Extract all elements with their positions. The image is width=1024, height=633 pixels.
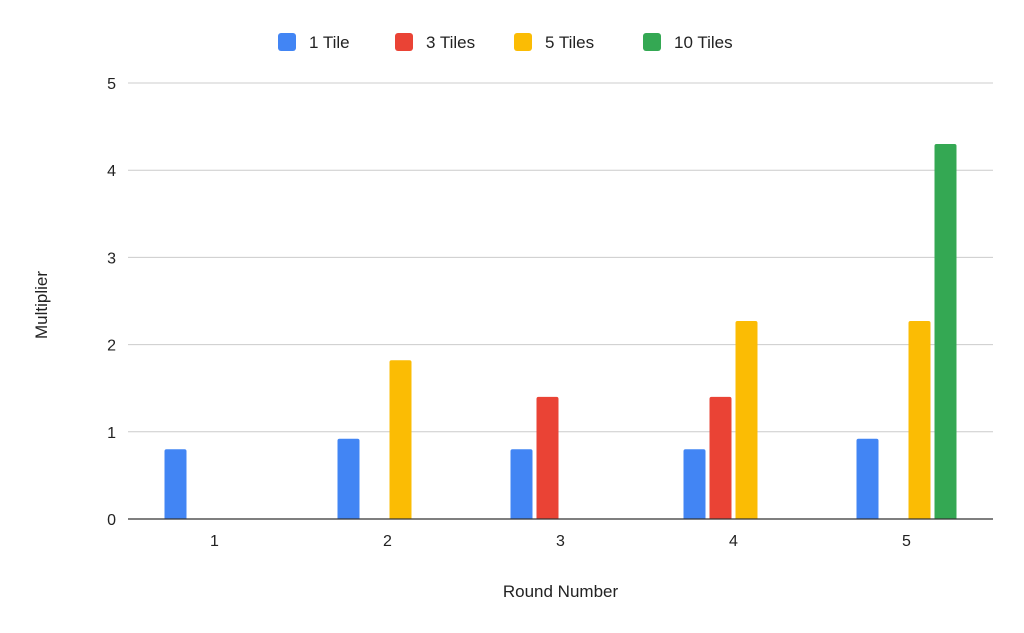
x-axis-title: Round Number [503,582,619,601]
x-axis-ticks: 1 2 3 4 5 [210,533,911,550]
legend-label: 3 Tiles [426,33,475,52]
bar-10-tiles-round-5 [934,144,957,520]
bar-3-tiles-round-3 [536,396,559,519]
legend-swatch [643,33,661,51]
legend-swatch [395,33,413,51]
y-axis-ticks: 0 1 2 3 4 5 [107,76,116,529]
legend-item-1-tile: 1 Tile [278,33,350,52]
y-tick-label: 3 [107,250,116,267]
x-tick-label: 3 [556,533,565,550]
x-tick-label: 4 [729,533,738,550]
legend-label: 5 Tiles [545,33,594,52]
bar-3-tiles-round-4 [709,396,732,519]
legend-label: 1 Tile [309,33,350,52]
legend-label: 10 Tiles [674,33,733,52]
gridlines [128,82,993,433]
x-tick-label: 1 [210,533,219,550]
bar-5-tiles-round-4 [735,321,758,519]
legend-item-3-tiles: 3 Tiles [395,33,475,52]
bar-1-tile-round-4 [683,449,706,519]
y-tick-label: 4 [107,163,116,180]
legend-item-10-tiles: 10 Tiles [643,33,733,52]
x-tick-label: 5 [902,533,911,550]
y-tick-label: 2 [107,338,116,355]
bar-5-tiles-round-2 [389,360,412,519]
legend: 1 Tile 3 Tiles 5 Tiles 10 Tiles [278,33,733,52]
legend-swatch [278,33,296,51]
bar-1-tile-round-1 [164,449,187,519]
y-tick-label: 1 [107,425,116,442]
bar-5-tiles-round-5 [908,321,931,519]
y-tick-label: 0 [107,512,116,529]
bar-1-tile-round-5 [856,438,879,519]
legend-swatch [514,33,532,51]
y-tick-label: 5 [107,76,116,93]
bar-1-tile-round-3 [510,449,533,519]
legend-item-5-tiles: 5 Tiles [514,33,594,52]
y-axis-title: Multiplier [32,271,51,339]
x-tick-label: 2 [383,533,392,550]
bars [164,144,957,520]
bar-1-tile-round-2 [337,438,360,519]
